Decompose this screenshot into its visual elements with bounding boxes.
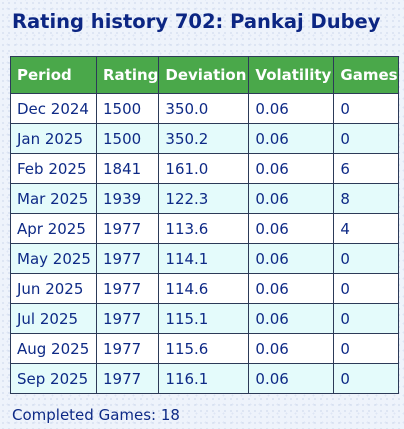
cell-volatility: 0.06 <box>248 273 335 304</box>
cell-games: 0 <box>333 333 399 364</box>
cell-rating: 1977 <box>95 303 160 334</box>
cell-volatility: 0.06 <box>248 363 335 394</box>
cell-rating: 1841 <box>95 153 160 184</box>
cell-deviation: 115.1 <box>158 303 250 334</box>
cell-rating: 1977 <box>95 273 160 304</box>
cell-volatility: 0.06 <box>248 153 335 184</box>
cell-deviation: 122.3 <box>158 183 250 214</box>
page-title: Rating history 702: Pankaj Dubey <box>12 10 381 33</box>
cell-volatility: 0.06 <box>248 123 335 154</box>
cell-deviation: 114.1 <box>158 243 250 274</box>
cell-volatility: 0.06 <box>248 303 335 334</box>
cell-period: Aug 2025 <box>10 333 97 364</box>
cell-period: Jul 2025 <box>10 303 97 334</box>
cell-games: 0 <box>333 243 399 274</box>
table-row: Dec 2024 1500 350.0 0.06 0 <box>10 93 399 124</box>
cell-rating: 1977 <box>95 243 160 274</box>
table-row: Feb 2025 1841 161.0 0.06 6 <box>10 153 399 184</box>
cell-deviation: 114.6 <box>158 273 250 304</box>
cell-games: 0 <box>333 303 399 334</box>
cell-period: Dec 2024 <box>10 93 97 124</box>
rating-history-table: Period Rating Deviation Volatility Games… <box>10 56 399 394</box>
completed-games-summary: Completed Games: 18 <box>12 406 180 424</box>
cell-period: Sep 2025 <box>10 363 97 394</box>
cell-deviation: 350.0 <box>158 93 250 124</box>
cell-volatility: 0.06 <box>248 213 335 244</box>
cell-rating: 1500 <box>95 123 160 154</box>
cell-games: 0 <box>333 273 399 304</box>
cell-period: May 2025 <box>10 243 97 274</box>
table-row: Sep 2025 1977 116.1 0.06 0 <box>10 363 399 394</box>
table-row: May 2025 1977 114.1 0.06 0 <box>10 243 399 274</box>
cell-games: 4 <box>333 213 399 244</box>
table-header-row: Period Rating Deviation Volatility Games <box>10 56 399 94</box>
cell-volatility: 0.06 <box>248 183 335 214</box>
table-row: Mar 2025 1939 122.3 0.06 8 <box>10 183 399 214</box>
cell-rating: 1500 <box>95 93 160 124</box>
cell-games: 0 <box>333 93 399 124</box>
cell-rating: 1939 <box>95 183 160 214</box>
cell-period: Jan 2025 <box>10 123 97 154</box>
cell-deviation: 161.0 <box>158 153 250 184</box>
table-row: Jun 2025 1977 114.6 0.06 0 <box>10 273 399 304</box>
cell-volatility: 0.06 <box>248 93 335 124</box>
cell-period: Jun 2025 <box>10 273 97 304</box>
column-header-period: Period <box>10 56 97 94</box>
column-header-volatility: Volatility <box>248 56 335 94</box>
column-header-rating: Rating <box>95 56 160 94</box>
table-row: Apr 2025 1977 113.6 0.06 4 <box>10 213 399 244</box>
cell-period: Apr 2025 <box>10 213 97 244</box>
table-row: Jan 2025 1500 350.2 0.06 0 <box>10 123 399 154</box>
table-row: Jul 2025 1977 115.1 0.06 0 <box>10 303 399 334</box>
cell-volatility: 0.06 <box>248 243 335 274</box>
cell-rating: 1977 <box>95 363 160 394</box>
cell-games: 0 <box>333 123 399 154</box>
cell-rating: 1977 <box>95 333 160 364</box>
cell-period: Mar 2025 <box>10 183 97 214</box>
cell-volatility: 0.06 <box>248 333 335 364</box>
cell-deviation: 113.6 <box>158 213 250 244</box>
column-header-games: Games <box>333 56 399 94</box>
column-header-deviation: Deviation <box>158 56 250 94</box>
cell-period: Feb 2025 <box>10 153 97 184</box>
cell-games: 0 <box>333 363 399 394</box>
cell-deviation: 350.2 <box>158 123 250 154</box>
cell-deviation: 115.6 <box>158 333 250 364</box>
cell-rating: 1977 <box>95 213 160 244</box>
cell-games: 8 <box>333 183 399 214</box>
cell-deviation: 116.1 <box>158 363 250 394</box>
cell-games: 6 <box>333 153 399 184</box>
table-row: Aug 2025 1977 115.6 0.06 0 <box>10 333 399 364</box>
